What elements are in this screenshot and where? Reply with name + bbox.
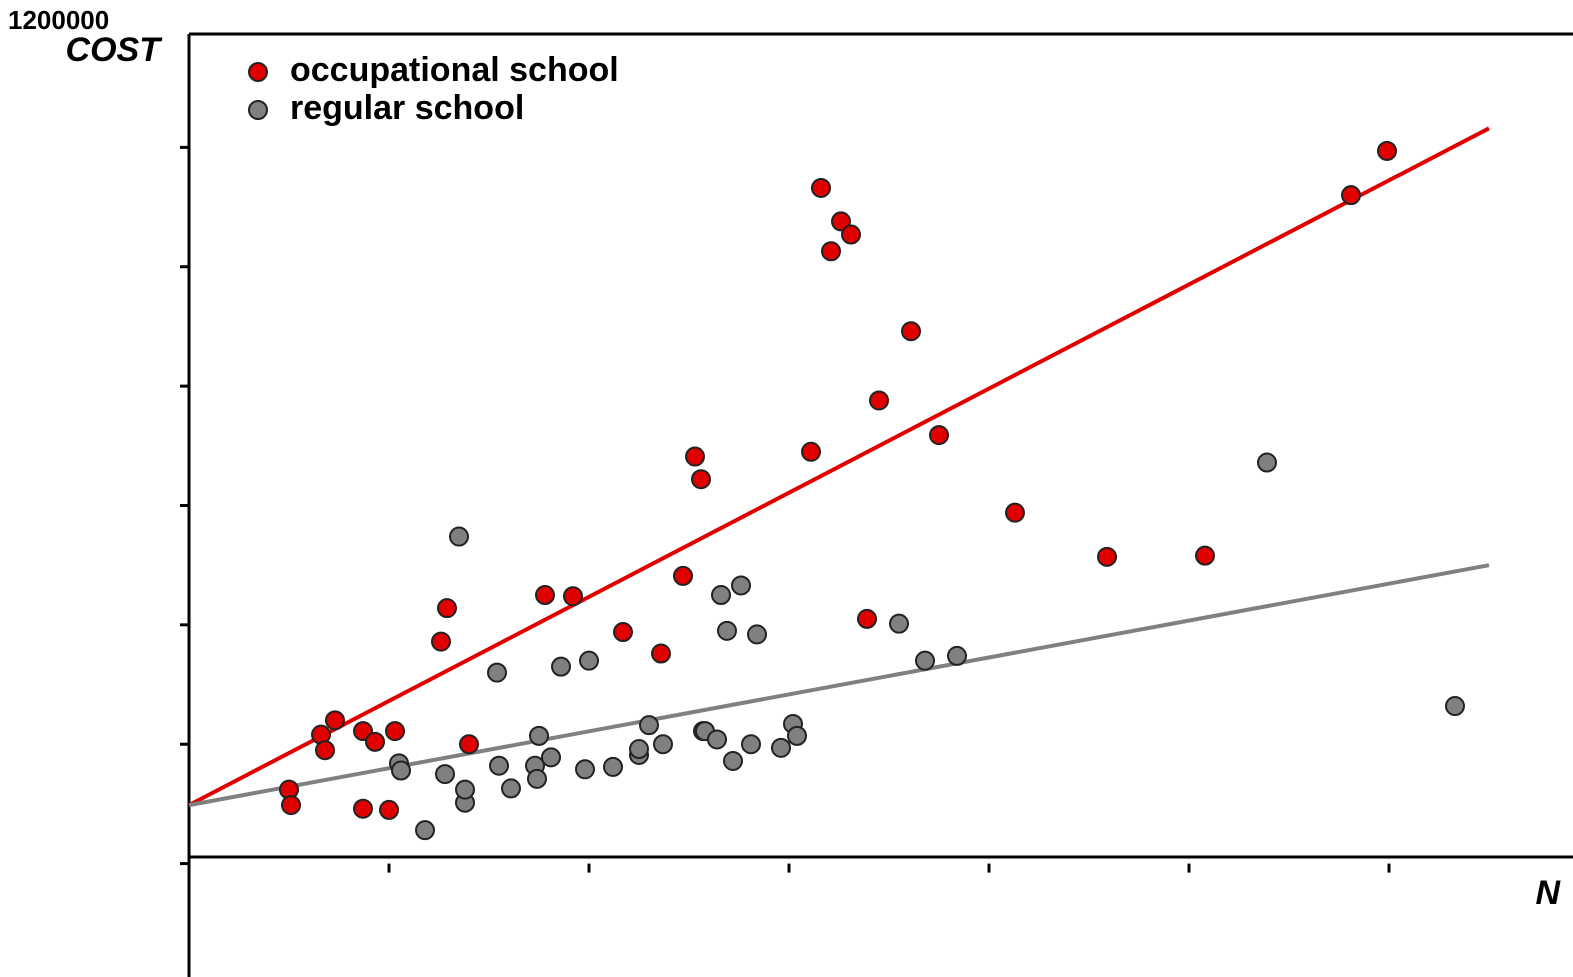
point bbox=[385, 721, 405, 742]
point bbox=[437, 598, 457, 619]
point bbox=[1341, 185, 1361, 206]
legend-label: occupational school bbox=[290, 51, 619, 89]
point bbox=[535, 585, 555, 606]
point bbox=[431, 631, 451, 652]
point bbox=[353, 798, 373, 819]
point bbox=[1445, 696, 1465, 717]
point bbox=[281, 795, 301, 816]
point bbox=[915, 650, 935, 671]
point bbox=[613, 622, 633, 643]
point bbox=[527, 768, 547, 789]
point bbox=[747, 624, 767, 645]
point bbox=[1097, 546, 1117, 567]
point bbox=[707, 729, 727, 750]
point bbox=[639, 715, 659, 736]
point bbox=[455, 779, 475, 800]
point bbox=[711, 585, 731, 606]
point bbox=[685, 446, 705, 467]
trend-line bbox=[188, 126, 1490, 807]
point bbox=[1257, 452, 1277, 473]
point bbox=[653, 734, 673, 755]
point bbox=[869, 390, 889, 411]
point bbox=[529, 725, 549, 746]
point bbox=[801, 441, 821, 462]
point bbox=[325, 710, 345, 731]
legend-label: regular school bbox=[290, 89, 524, 127]
point bbox=[1377, 140, 1397, 161]
point bbox=[575, 759, 595, 780]
point bbox=[691, 469, 711, 490]
legend-marker bbox=[248, 62, 268, 82]
point bbox=[901, 321, 921, 342]
point bbox=[1005, 502, 1025, 523]
point bbox=[449, 526, 469, 547]
point bbox=[947, 645, 967, 666]
point bbox=[787, 725, 807, 746]
x-axis-label: N bbox=[1535, 874, 1561, 912]
legend-marker bbox=[248, 100, 268, 120]
point bbox=[673, 565, 693, 586]
point bbox=[489, 755, 509, 776]
point bbox=[379, 799, 399, 820]
point bbox=[723, 750, 743, 771]
point bbox=[391, 760, 411, 781]
point bbox=[603, 756, 623, 777]
point bbox=[551, 656, 571, 677]
point bbox=[629, 739, 649, 760]
point bbox=[821, 241, 841, 262]
point bbox=[315, 740, 335, 761]
point bbox=[579, 650, 599, 671]
point bbox=[459, 734, 479, 755]
point bbox=[857, 608, 877, 629]
point bbox=[717, 620, 737, 641]
point bbox=[651, 643, 671, 664]
point bbox=[831, 211, 851, 232]
point bbox=[841, 224, 861, 245]
point bbox=[929, 425, 949, 446]
point bbox=[365, 731, 385, 752]
point bbox=[435, 764, 455, 785]
y-axis-label: COST bbox=[66, 31, 164, 69]
point bbox=[487, 662, 507, 683]
point bbox=[563, 586, 583, 607]
point bbox=[731, 575, 751, 596]
point bbox=[541, 747, 561, 768]
point bbox=[811, 177, 831, 198]
point bbox=[1195, 545, 1215, 566]
point bbox=[741, 734, 761, 755]
point bbox=[501, 778, 521, 799]
point bbox=[415, 820, 435, 841]
trend-line bbox=[188, 563, 1490, 808]
point bbox=[889, 613, 909, 634]
point bbox=[771, 737, 791, 758]
overprint-label: 1200000 bbox=[8, 5, 109, 35]
